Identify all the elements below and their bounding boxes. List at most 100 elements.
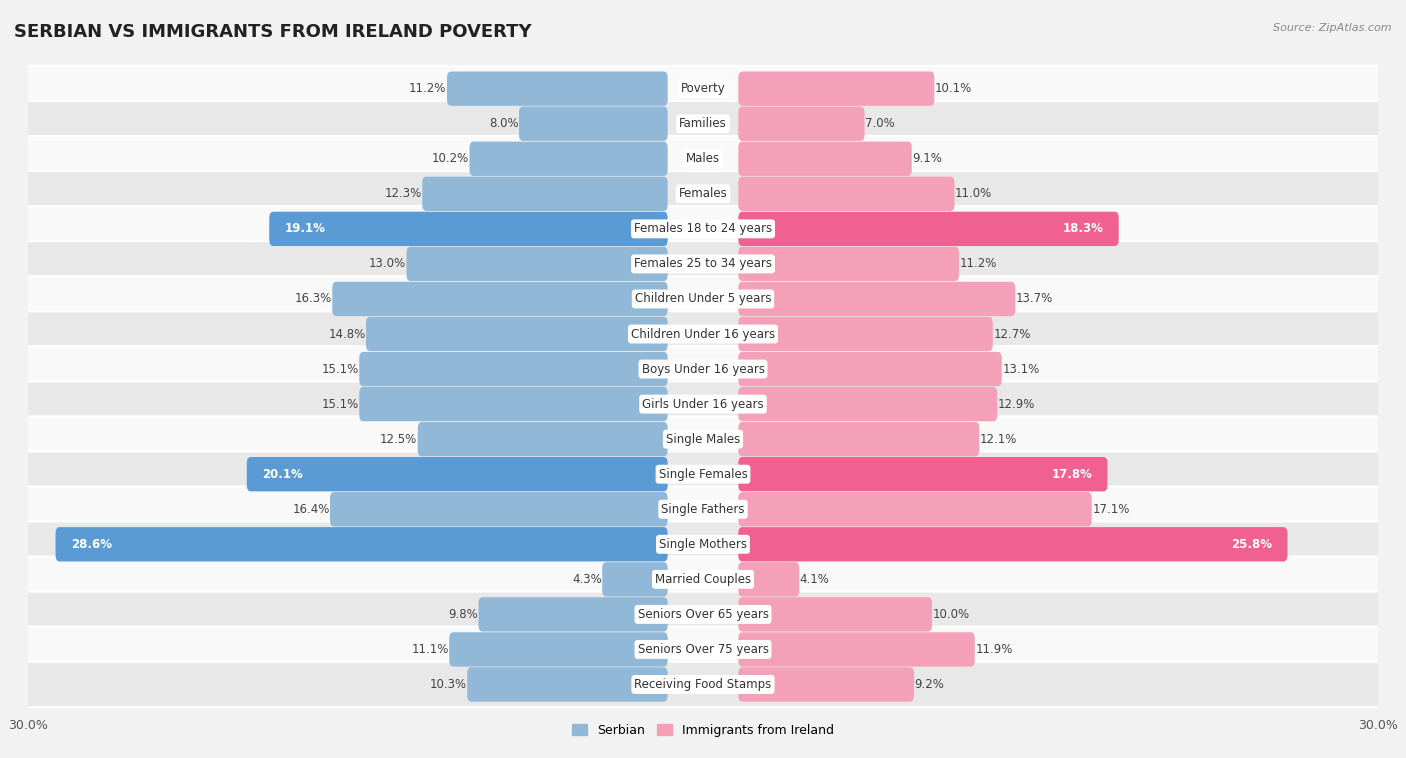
Text: Single Females: Single Females (658, 468, 748, 481)
Text: Single Males: Single Males (666, 433, 740, 446)
Text: Seniors Over 75 years: Seniors Over 75 years (637, 643, 769, 656)
Text: 9.2%: 9.2% (914, 678, 945, 691)
Text: 14.8%: 14.8% (329, 327, 366, 340)
Text: SERBIAN VS IMMIGRANTS FROM IRELAND POVERTY: SERBIAN VS IMMIGRANTS FROM IRELAND POVER… (14, 23, 531, 41)
FancyBboxPatch shape (406, 247, 668, 281)
FancyBboxPatch shape (478, 597, 668, 631)
FancyBboxPatch shape (738, 142, 911, 176)
FancyBboxPatch shape (738, 492, 1091, 526)
FancyBboxPatch shape (422, 177, 668, 211)
Text: 12.1%: 12.1% (980, 433, 1017, 446)
Text: 11.0%: 11.0% (955, 187, 993, 200)
Text: Children Under 5 years: Children Under 5 years (634, 293, 772, 305)
Text: 13.1%: 13.1% (1002, 362, 1039, 375)
Text: 13.0%: 13.0% (368, 258, 406, 271)
FancyBboxPatch shape (247, 457, 668, 491)
Text: 9.8%: 9.8% (449, 608, 478, 621)
FancyBboxPatch shape (447, 71, 668, 106)
FancyBboxPatch shape (25, 522, 1381, 567)
FancyBboxPatch shape (738, 177, 955, 211)
Text: 11.2%: 11.2% (959, 258, 997, 271)
FancyBboxPatch shape (332, 282, 668, 316)
FancyBboxPatch shape (738, 317, 993, 351)
FancyBboxPatch shape (738, 211, 1119, 246)
FancyBboxPatch shape (360, 352, 668, 387)
FancyBboxPatch shape (25, 136, 1381, 182)
FancyBboxPatch shape (360, 387, 668, 421)
FancyBboxPatch shape (366, 317, 668, 351)
Text: 20.1%: 20.1% (262, 468, 302, 481)
FancyBboxPatch shape (25, 627, 1381, 672)
FancyBboxPatch shape (330, 492, 668, 526)
Text: Source: ZipAtlas.com: Source: ZipAtlas.com (1274, 23, 1392, 33)
FancyBboxPatch shape (418, 422, 668, 456)
FancyBboxPatch shape (25, 346, 1381, 392)
FancyBboxPatch shape (738, 597, 932, 631)
Text: 18.3%: 18.3% (1063, 222, 1104, 236)
Text: Females 18 to 24 years: Females 18 to 24 years (634, 222, 772, 236)
Text: 10.2%: 10.2% (432, 152, 470, 165)
Text: 16.3%: 16.3% (295, 293, 332, 305)
Text: Children Under 16 years: Children Under 16 years (631, 327, 775, 340)
Text: 15.1%: 15.1% (322, 398, 359, 411)
FancyBboxPatch shape (25, 487, 1381, 532)
FancyBboxPatch shape (25, 66, 1381, 111)
Text: Females: Females (679, 187, 727, 200)
FancyBboxPatch shape (25, 171, 1381, 217)
FancyBboxPatch shape (738, 387, 997, 421)
Text: Females 25 to 34 years: Females 25 to 34 years (634, 258, 772, 271)
Text: 9.1%: 9.1% (912, 152, 942, 165)
Text: 10.1%: 10.1% (935, 82, 972, 96)
FancyBboxPatch shape (738, 527, 1288, 562)
FancyBboxPatch shape (25, 662, 1381, 707)
FancyBboxPatch shape (602, 562, 668, 597)
FancyBboxPatch shape (270, 211, 668, 246)
FancyBboxPatch shape (25, 276, 1381, 321)
Text: 12.7%: 12.7% (993, 327, 1031, 340)
Text: 11.1%: 11.1% (412, 643, 449, 656)
FancyBboxPatch shape (25, 101, 1381, 146)
FancyBboxPatch shape (467, 667, 668, 702)
Text: Girls Under 16 years: Girls Under 16 years (643, 398, 763, 411)
FancyBboxPatch shape (25, 241, 1381, 287)
Text: 12.3%: 12.3% (385, 187, 422, 200)
Text: Males: Males (686, 152, 720, 165)
FancyBboxPatch shape (25, 556, 1381, 602)
FancyBboxPatch shape (25, 206, 1381, 252)
Text: 10.0%: 10.0% (932, 608, 970, 621)
FancyBboxPatch shape (25, 591, 1381, 637)
Text: 11.2%: 11.2% (409, 82, 447, 96)
Text: 16.4%: 16.4% (292, 503, 329, 515)
Text: Single Fathers: Single Fathers (661, 503, 745, 515)
Text: Poverty: Poverty (681, 82, 725, 96)
Text: 10.3%: 10.3% (430, 678, 467, 691)
FancyBboxPatch shape (738, 107, 865, 141)
Text: 15.1%: 15.1% (322, 362, 359, 375)
Text: 17.8%: 17.8% (1052, 468, 1092, 481)
Text: Boys Under 16 years: Boys Under 16 years (641, 362, 765, 375)
Text: 25.8%: 25.8% (1232, 537, 1272, 551)
FancyBboxPatch shape (25, 381, 1381, 427)
FancyBboxPatch shape (25, 452, 1381, 497)
Text: 12.5%: 12.5% (380, 433, 418, 446)
Text: 12.9%: 12.9% (998, 398, 1035, 411)
Text: 13.7%: 13.7% (1015, 293, 1053, 305)
FancyBboxPatch shape (25, 312, 1381, 357)
FancyBboxPatch shape (738, 352, 1001, 387)
FancyBboxPatch shape (450, 632, 668, 666)
Text: Receiving Food Stamps: Receiving Food Stamps (634, 678, 772, 691)
Text: 8.0%: 8.0% (489, 117, 519, 130)
Text: Families: Families (679, 117, 727, 130)
FancyBboxPatch shape (738, 247, 959, 281)
FancyBboxPatch shape (738, 71, 934, 106)
Text: 11.9%: 11.9% (976, 643, 1012, 656)
FancyBboxPatch shape (738, 562, 799, 597)
FancyBboxPatch shape (56, 527, 668, 562)
FancyBboxPatch shape (738, 632, 974, 666)
Text: Seniors Over 65 years: Seniors Over 65 years (637, 608, 769, 621)
Text: 19.1%: 19.1% (284, 222, 325, 236)
FancyBboxPatch shape (738, 282, 1015, 316)
Text: Single Mothers: Single Mothers (659, 537, 747, 551)
FancyBboxPatch shape (519, 107, 668, 141)
Text: 17.1%: 17.1% (1092, 503, 1129, 515)
